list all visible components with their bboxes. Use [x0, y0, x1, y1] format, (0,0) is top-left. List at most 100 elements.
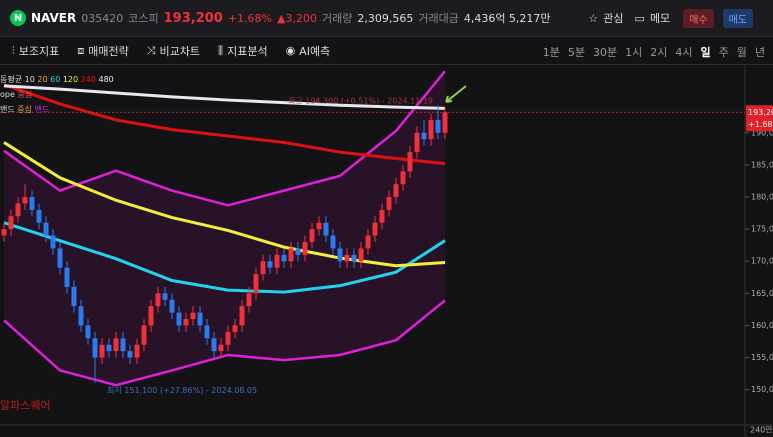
legend-item: 중심	[17, 89, 32, 99]
stock-name[interactable]: NAVER	[31, 11, 77, 25]
candle-body	[120, 338, 126, 352]
tool-button[interactable]: 매매전략	[88, 44, 129, 58]
candle-body	[225, 331, 231, 345]
candle-body	[92, 338, 98, 358]
candle-body	[197, 312, 203, 326]
high-note: 최고 194,300 (+0.51%) - 2024.11.19	[288, 96, 433, 106]
candle-body	[78, 306, 84, 326]
price-badge	[746, 105, 773, 132]
candle-body	[204, 325, 210, 339]
candle-body	[99, 344, 105, 358]
candle-body	[155, 293, 161, 307]
candle-body	[218, 344, 224, 352]
legend-item: ope	[0, 90, 15, 99]
candle-body	[43, 222, 49, 236]
period-button[interactable]: 월	[736, 46, 747, 59]
watch-button[interactable]: 관심	[603, 12, 624, 25]
candle-body	[253, 274, 259, 294]
candle-body	[148, 306, 154, 326]
amount: 4,436억 5,217만	[463, 12, 551, 25]
candle-body	[176, 312, 182, 326]
candle-body	[323, 222, 329, 236]
period-button[interactable]: 주	[718, 46, 729, 59]
amount-label: 거래대금	[418, 12, 459, 25]
sell-button[interactable]: 매도	[722, 8, 753, 28]
candle-body	[309, 229, 315, 242]
candle-body	[57, 248, 63, 268]
candle-body	[127, 351, 133, 358]
candle-body	[36, 209, 42, 223]
period-button[interactable]: 년	[754, 46, 765, 59]
legend-item: 중심	[17, 104, 32, 114]
candle-body	[141, 325, 147, 345]
candle-body	[50, 235, 56, 249]
tool-button[interactable]: AI예측	[299, 44, 331, 58]
candle-body	[15, 203, 21, 217]
period-button[interactable]: 1시	[625, 46, 643, 59]
candle-body	[316, 222, 322, 230]
y-tick-label: 170,00	[751, 257, 773, 266]
candle-body	[169, 299, 175, 313]
low-note: 최저 151,100 (+27.86%) - 2024.08.05	[107, 385, 257, 395]
candle-body	[421, 132, 427, 140]
candle-body	[358, 248, 364, 262]
y-tick-label: 160,00	[751, 321, 773, 330]
toolbar: 1분 5분 30분 1시 2시 4시 일 주 월 년 ⫶ 보조지표 ⧈ 매매전략 ⤨ 비교차트 ⫼ 지표분석 ◉ AI…	[0, 37, 773, 65]
candle-body	[295, 248, 301, 255]
candle-body	[407, 152, 413, 172]
buy-button[interactable]: 매수	[683, 8, 714, 28]
ma-line	[3, 84, 446, 110]
candle-body	[239, 306, 245, 326]
band-lower	[3, 299, 446, 387]
period-button[interactable]: 1분	[542, 46, 560, 59]
period-button[interactable]: 일	[700, 46, 711, 59]
y-tick-label: 190,00	[751, 128, 773, 137]
period-button[interactable]: 5분	[567, 46, 585, 59]
candle-body	[22, 197, 28, 204]
legend-item: 10	[25, 75, 35, 84]
watermark: 알파스퀘어	[0, 398, 51, 412]
candle-body	[246, 293, 252, 307]
tool-button[interactable]: 지표분석	[227, 44, 268, 58]
candle-body	[64, 267, 70, 287]
candle-body	[260, 261, 266, 275]
period-button[interactable]: 30분	[593, 46, 618, 59]
tool-button[interactable]: 비교차트	[159, 44, 201, 58]
candle-body	[183, 319, 189, 326]
period-button[interactable]: 2시	[650, 46, 668, 59]
volume-label: 거래량	[321, 12, 353, 25]
legend-item: 240	[81, 75, 96, 84]
y-tick-label: 165,00	[751, 289, 773, 298]
candle-body	[393, 184, 399, 198]
candle-body	[442, 112, 448, 133]
period-button[interactable]: 4시	[675, 46, 693, 59]
y-tick-label: 150,00	[751, 385, 773, 394]
candle-body	[365, 235, 371, 249]
candle-body	[190, 312, 196, 320]
periods: 1분 5분 30분 1시 2시 4시 일 주 월 년	[543, 44, 765, 60]
candle-body	[400, 171, 406, 185]
candle-body	[29, 197, 35, 210]
legend-item: 밴드	[0, 105, 15, 114]
header: N NAVER 035420 코스피 193,200 +1.68% ▲ 3,200…	[0, 0, 773, 37]
tool-button[interactable]: 보조지표	[18, 44, 60, 58]
legend-item: 60	[50, 75, 60, 84]
candle-body	[106, 344, 112, 352]
memo-button[interactable]: 메모	[649, 12, 671, 25]
legend-row: 밴드 중심 밴드	[0, 104, 49, 114]
candle-body	[211, 338, 217, 352]
candle-body	[71, 286, 77, 307]
candle-body	[113, 338, 119, 352]
ma-line	[3, 221, 446, 294]
price-badge-label: 193,20	[748, 108, 773, 117]
candle-body	[379, 209, 385, 223]
candle-body	[134, 344, 140, 358]
legend-item: 동평균	[0, 74, 22, 84]
legend-item: 밴드	[35, 105, 50, 114]
candle-body	[232, 325, 238, 332]
y-tick-label: 175,00	[751, 225, 773, 234]
candle-body	[337, 248, 343, 262]
price-badge-change: +1.68%	[748, 120, 773, 129]
candle-body	[386, 197, 392, 210]
